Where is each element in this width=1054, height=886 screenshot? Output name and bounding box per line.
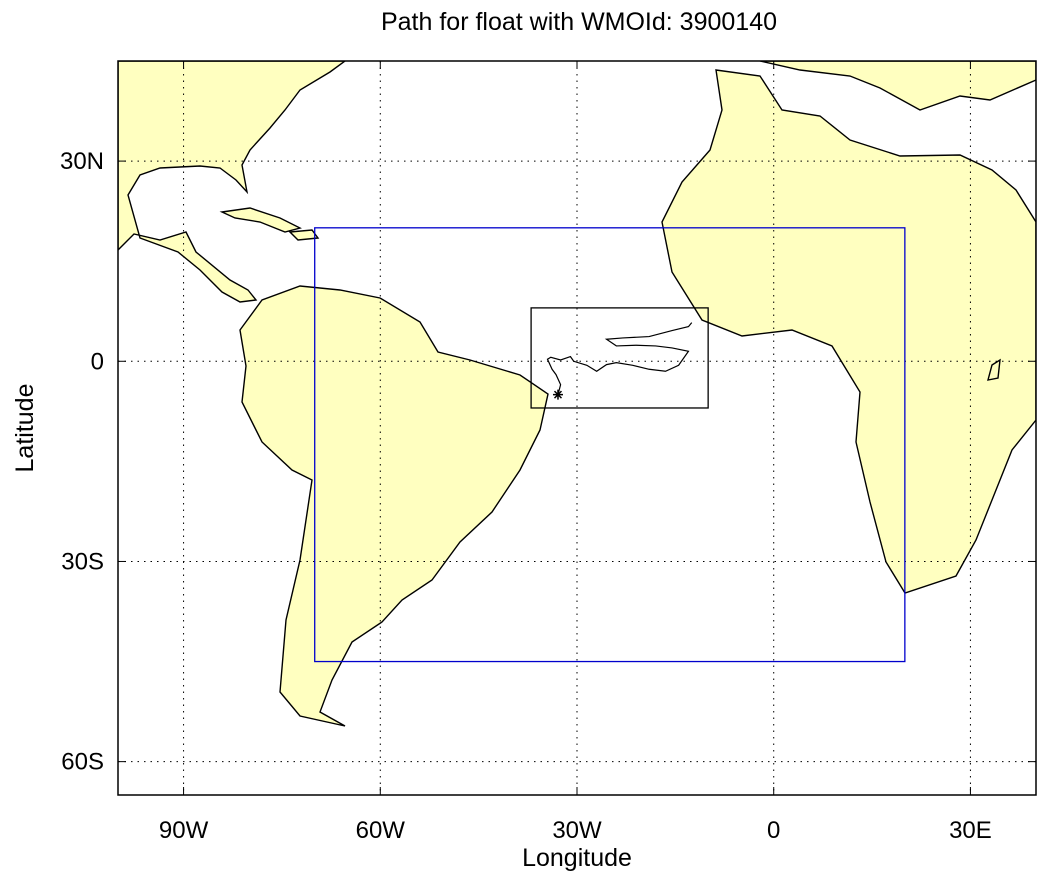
europe bbox=[759, 61, 1036, 111]
cuba bbox=[219, 207, 302, 233]
y-tick-label: 30S bbox=[61, 548, 104, 575]
x-axis-label: Longitude bbox=[522, 844, 632, 872]
x-tick-label: 90W bbox=[159, 817, 209, 844]
land bbox=[118, 61, 1036, 727]
region-box bbox=[530, 307, 709, 409]
north-america bbox=[118, 61, 347, 303]
madagascar bbox=[987, 358, 1001, 381]
y-tick-label: 30N bbox=[60, 148, 104, 175]
x-tick-label: 60W bbox=[356, 817, 406, 844]
y-tick-label: 60S bbox=[61, 749, 104, 776]
y-axis-label: Latitude bbox=[11, 384, 39, 473]
south-america bbox=[239, 285, 549, 727]
hispaniola bbox=[288, 229, 320, 241]
x-tick-label: 30W bbox=[552, 817, 602, 844]
region-box bbox=[314, 227, 906, 663]
x-tick-label: 0 bbox=[767, 817, 780, 844]
chart-title: Path for float with WMOId: 3900140 bbox=[381, 8, 777, 36]
start-marker bbox=[552, 389, 563, 400]
africa bbox=[661, 69, 1036, 594]
y-tick-label: 0 bbox=[91, 348, 104, 375]
x-tick-label: 30E bbox=[949, 817, 992, 844]
float-path bbox=[546, 322, 693, 395]
